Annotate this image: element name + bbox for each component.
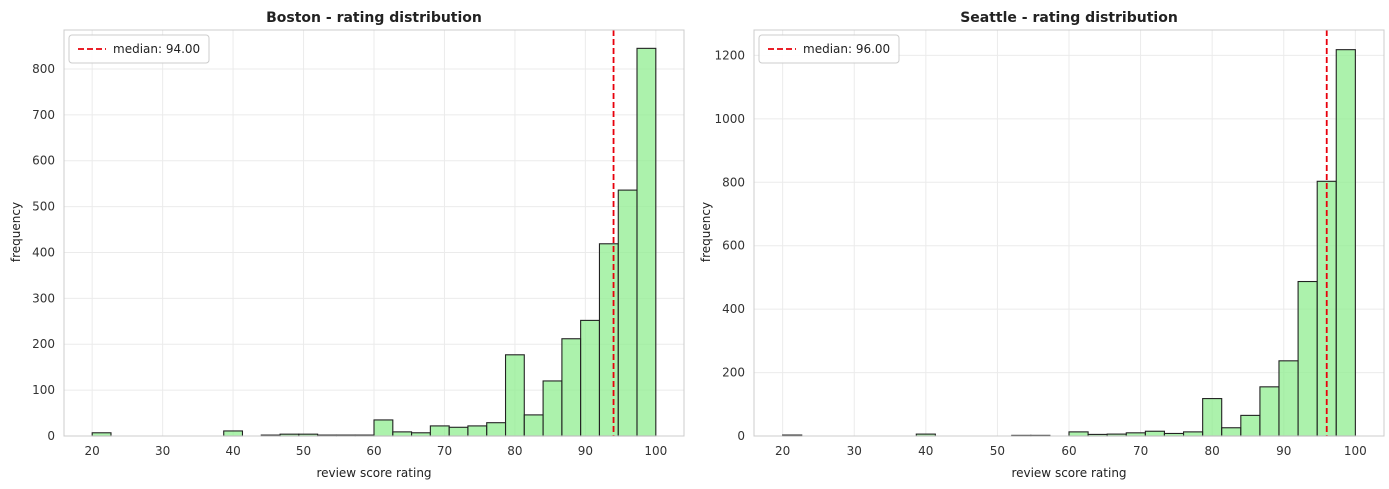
x-tick-label: 70 [1133, 444, 1148, 458]
histogram-bar [542, 380, 563, 437]
y-tick-label: 700 [32, 108, 55, 122]
x-tick-label: 50 [990, 444, 1005, 458]
legend-box [68, 34, 210, 64]
seattle-panel: Seattle - rating distribution review sco… [699, 10, 1385, 480]
boston-panel: Boston - rating distribution review scor… [9, 10, 685, 480]
legend-label: median: 94.00 [113, 42, 200, 56]
histogram-bar [1278, 360, 1299, 437]
plot-frame [753, 29, 1385, 437]
histogram-bar [1068, 431, 1089, 437]
histogram-bar [636, 47, 657, 437]
y-tick-label: 1200 [714, 48, 745, 62]
histogram-bar [429, 425, 450, 437]
chart-title: Seattle - rating distribution [960, 10, 1178, 26]
x-tick-label: 90 [578, 444, 593, 458]
histogram-bar [1240, 414, 1261, 437]
y-tick-label: 800 [32, 62, 55, 76]
y-tick-label: 800 [722, 175, 745, 189]
histogram-bar [1182, 431, 1204, 437]
y-tick-label: 400 [32, 245, 55, 259]
x-tick-label: 30 [155, 444, 170, 458]
histogram-bar [1221, 427, 1242, 437]
x-tick-label: 70 [437, 444, 452, 458]
x-tick-label: 80 [507, 444, 522, 458]
x-tick-label: 30 [847, 444, 862, 458]
histogram-bar [392, 431, 413, 437]
legend: median: 94.00 [68, 34, 210, 64]
histogram-bar [1297, 280, 1318, 437]
x-tick-label: 60 [366, 444, 381, 458]
histogram-bar [373, 419, 394, 437]
histogram-bar [486, 422, 507, 437]
y-tick-label: 600 [32, 154, 55, 168]
x-tick-label: 100 [1344, 444, 1367, 458]
legend-box [758, 34, 900, 64]
x-tick-label: 40 [918, 444, 933, 458]
chart-title: Boston - rating distribution [266, 10, 482, 26]
y-tick-label: 600 [722, 239, 745, 253]
histogram-bar [523, 414, 544, 437]
y-tick-label: 200 [722, 366, 745, 380]
histogram-bar [617, 189, 638, 437]
y-tick-label: 100 [32, 383, 55, 397]
x-tick-label: 40 [225, 444, 240, 458]
histogram-bar [448, 426, 469, 437]
legend: median: 96.00 [758, 34, 900, 64]
plot-frame [63, 29, 685, 437]
y-axis-label: frequency [9, 202, 23, 262]
histogram-bar [467, 425, 488, 437]
y-tick-label: 400 [722, 302, 745, 316]
histogram-bar [1335, 49, 1356, 437]
legend-label: median: 96.00 [803, 42, 890, 56]
x-axis-label: review score rating [1011, 466, 1126, 480]
y-tick-label: 1000 [714, 112, 745, 126]
histogram-bar [223, 430, 244, 437]
y-tick-label: 300 [32, 291, 55, 305]
histogram-bar [561, 338, 582, 437]
x-tick-label: 80 [1205, 444, 1220, 458]
histogram-bar [580, 319, 601, 437]
histogram-bar [598, 243, 619, 437]
x-axis-label: review score rating [316, 466, 431, 480]
x-tick-label: 100 [644, 444, 667, 458]
histogram-bar [1202, 398, 1223, 437]
histogram-bar [1144, 430, 1165, 437]
y-tick-label: 200 [32, 337, 55, 351]
histogram-bar [1259, 386, 1280, 437]
x-tick-label: 20 [775, 444, 790, 458]
y-axis-label: frequency [699, 202, 713, 262]
x-tick-label: 50 [296, 444, 311, 458]
x-tick-label: 90 [1276, 444, 1291, 458]
y-tick-label: 0 [737, 429, 745, 443]
histogram-bar [504, 354, 525, 437]
y-tick-label: 500 [32, 200, 55, 214]
x-tick-label: 20 [85, 444, 100, 458]
y-tick-label: 0 [47, 429, 55, 443]
x-tick-label: 60 [1061, 444, 1076, 458]
